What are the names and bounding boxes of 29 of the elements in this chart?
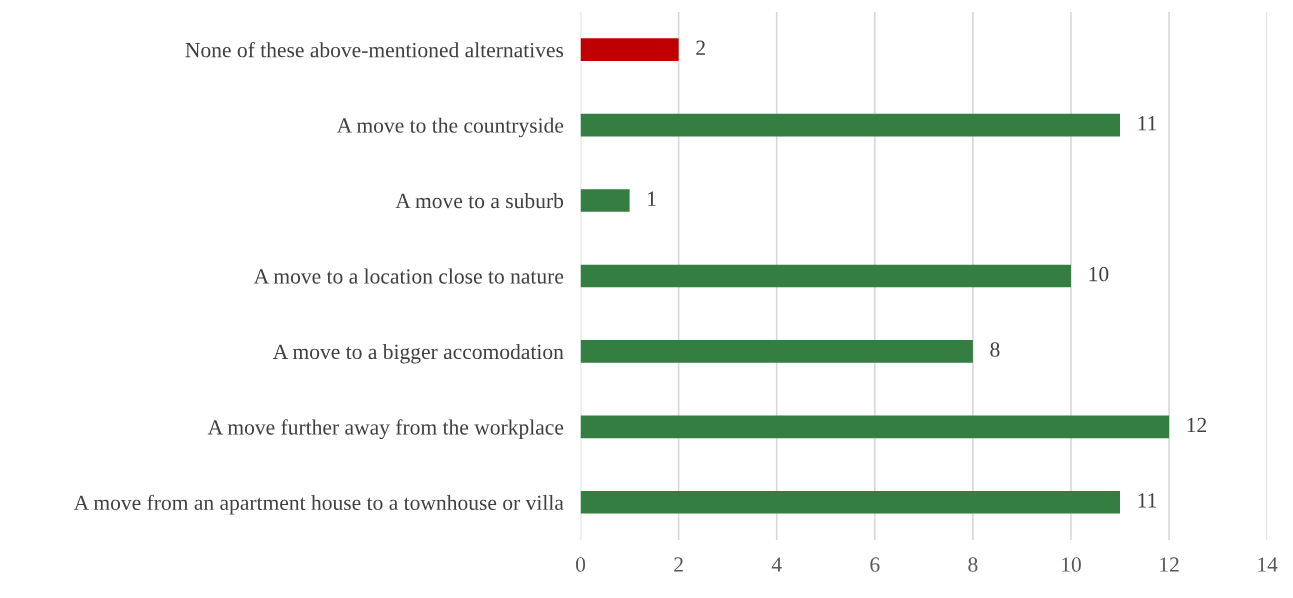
y-tick-label: A move to a suburb [395, 193, 564, 209]
x-tick-label: 0 [576, 557, 586, 572]
x-tick-label: 6 [870, 557, 880, 572]
data-label: 2 [696, 40, 705, 55]
x-tick-label: 8 [968, 557, 978, 572]
data-label: 8 [990, 342, 1000, 357]
bar [580, 340, 973, 363]
bar [580, 264, 1071, 288]
x-tick-label: 4 [771, 557, 782, 572]
bar [580, 490, 1121, 514]
y-tick-label: A move to a bigger accomodation [272, 343, 564, 364]
x-tick-label: 12 [1160, 557, 1179, 572]
bar [580, 113, 1121, 137]
data-label: 12 [1187, 417, 1207, 433]
y-tick-label: A move to a location close to nature [253, 268, 564, 284]
bar [580, 189, 630, 212]
x-tick-label: 14 [1258, 557, 1278, 572]
x-tick-label: 2 [674, 557, 683, 572]
bar [580, 415, 1170, 439]
y-tick-label: A move to the countryside [336, 117, 564, 138]
bar [580, 38, 679, 61]
y-tick-label: None of these above-mentioned alternatives [185, 41, 564, 58]
data-label: 10 [1089, 266, 1109, 282]
data-label: 11 [1138, 493, 1157, 508]
data-label: 11 [1138, 116, 1157, 131]
y-tick-label: A move from an apartment house to a townhouse or villa [73, 494, 564, 515]
y-tick-label: A move further away from the workplace [207, 419, 564, 440]
data-label: 1 [648, 191, 656, 206]
x-tick-label: 10 [1062, 557, 1081, 572]
